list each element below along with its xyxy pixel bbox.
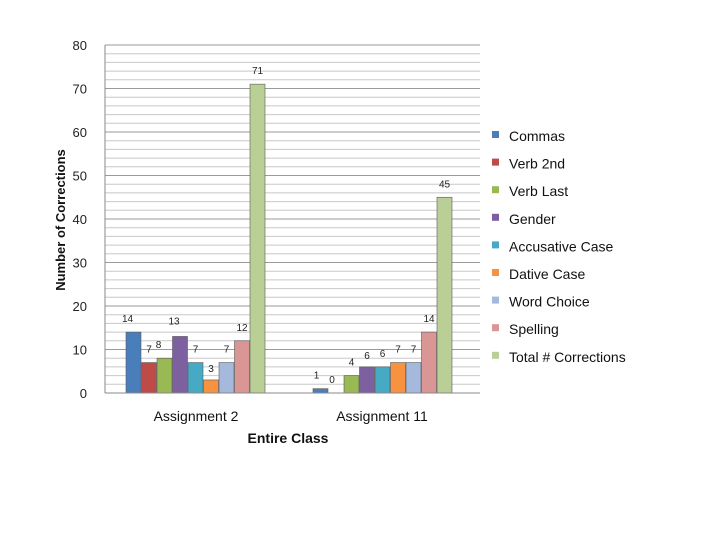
bar-value-label: 7 — [224, 345, 230, 356]
x-axis-categories: Assignment 2 Assignment 11 — [154, 408, 428, 424]
legend-label: Accusative Case — [509, 238, 613, 254]
bar-value-label: 8 — [156, 340, 162, 351]
y-tick-label: 20 — [73, 299, 87, 314]
bar — [172, 336, 188, 394]
bar-value-label: 4 — [349, 358, 355, 369]
bar-value-label: 14 — [423, 314, 435, 325]
legend-swatch — [492, 351, 499, 359]
legend-label: Spelling — [509, 321, 559, 337]
bar-value-label: 71 — [252, 66, 264, 77]
bar — [203, 379, 219, 394]
legend-swatch — [492, 131, 499, 138]
legend-swatch — [492, 158, 499, 166]
legend-label: Gender — [509, 211, 556, 227]
bar-value-label: 45 — [439, 179, 451, 190]
legend: Commas Verb 2nd Verb Last Gender Accusative … — [492, 128, 626, 365]
bar — [234, 340, 250, 394]
legend-label: Verb 2nd — [509, 156, 565, 172]
bar-value-label: 3 — [208, 364, 214, 375]
y-tick-label: 10 — [73, 343, 87, 358]
bar-value-label: 7 — [193, 345, 199, 356]
legend-swatch — [492, 186, 499, 194]
bars — [125, 83, 453, 394]
legend-swatch — [492, 213, 499, 221]
bar — [125, 331, 142, 394]
legend-label: Dative Case — [509, 266, 585, 282]
bar — [187, 362, 204, 394]
bar-value-label: 7 — [411, 345, 417, 356]
y-axis-label: Number of Corrections — [53, 149, 68, 291]
legend-swatch — [492, 241, 499, 249]
y-tick-label: 30 — [73, 256, 87, 271]
bar — [390, 362, 406, 394]
bar — [156, 357, 173, 394]
y-axis-ticks: 0 10 20 30 40 50 60 70 80 — [73, 38, 87, 401]
x-category-label: Assignment 11 — [336, 408, 428, 424]
legend-swatch — [492, 269, 499, 276]
bar-value-label: 7 — [395, 345, 401, 356]
legend-label: Total # Corrections — [509, 349, 626, 365]
bar — [359, 366, 375, 394]
bar-value-label: 14 — [122, 314, 134, 325]
y-tick-label: 40 — [73, 212, 87, 227]
y-tick-label: 50 — [73, 169, 87, 184]
bar-value-label: 0 — [329, 375, 335, 386]
x-category-label: Assignment 2 — [154, 408, 239, 424]
bar — [343, 375, 360, 394]
legend-label: Verb Last — [509, 183, 568, 199]
legend-label: Commas — [509, 128, 565, 144]
bar-value-label: 12 — [236, 323, 248, 334]
y-tick-label: 60 — [73, 125, 87, 140]
bar — [141, 362, 157, 394]
legend-swatch — [492, 296, 499, 304]
y-tick-label: 70 — [73, 82, 87, 97]
bar-value-label: 6 — [364, 351, 370, 362]
bar — [312, 388, 329, 394]
legend-label: Word Choice — [509, 294, 590, 310]
y-tick-label: 80 — [73, 38, 87, 53]
bar-value-label: 7 — [146, 345, 152, 356]
bar — [436, 196, 453, 394]
bar — [218, 362, 235, 394]
legend-swatch — [492, 324, 499, 332]
bar-value-label: 13 — [168, 316, 180, 327]
bar — [374, 366, 391, 394]
gridlines — [105, 44, 480, 394]
bar — [249, 83, 266, 394]
bar — [405, 362, 422, 394]
bar-value-label: 6 — [380, 349, 386, 360]
y-tick-label: 0 — [80, 386, 87, 401]
bar-value-label: 1 — [314, 371, 320, 382]
bar — [421, 331, 437, 394]
x-axis-label: Entire Class — [248, 430, 329, 446]
